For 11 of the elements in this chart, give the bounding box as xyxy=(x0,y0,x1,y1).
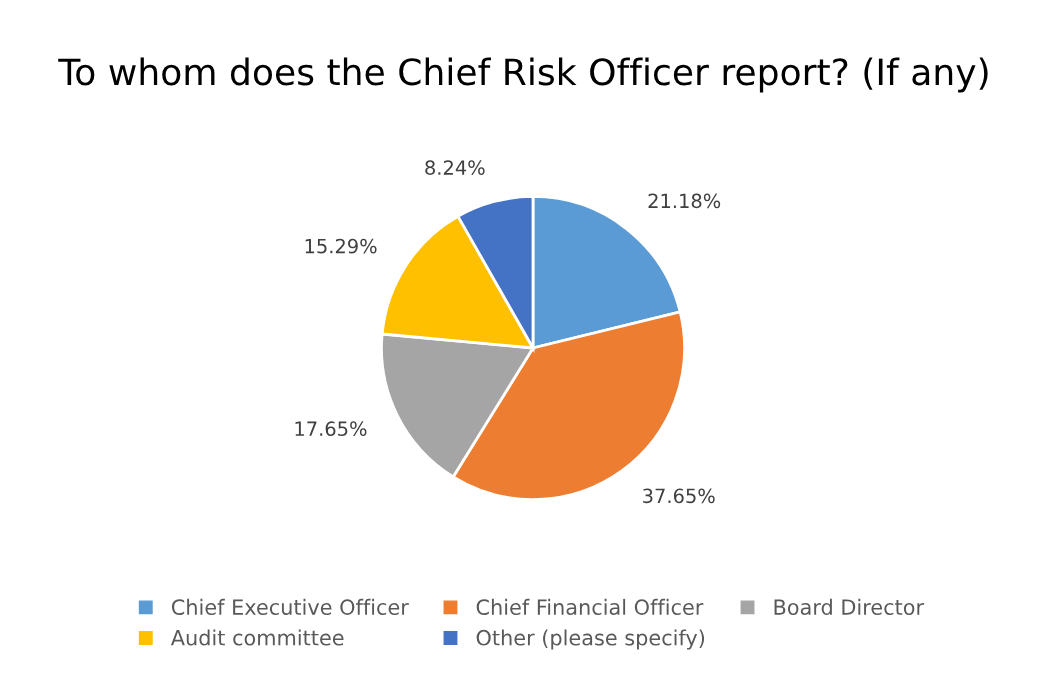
legend-label: Chief Executive Officer xyxy=(171,598,409,615)
legend-label: Board Director xyxy=(774,598,925,615)
data-label: 15.29% xyxy=(305,238,377,254)
chart-title: To whom does the Chief Risk Officer report? (If any) xyxy=(58,57,988,93)
data-label: 37.65% xyxy=(643,488,715,504)
legend-label: Audit committee xyxy=(170,629,344,646)
data-label: 17.65% xyxy=(295,421,367,437)
legend-label: Chief Financial Officer xyxy=(476,598,704,615)
data-label: 8.24% xyxy=(425,160,485,175)
data-label: 21.18% xyxy=(648,193,721,209)
legend-label: Other (please specify) xyxy=(476,629,705,650)
